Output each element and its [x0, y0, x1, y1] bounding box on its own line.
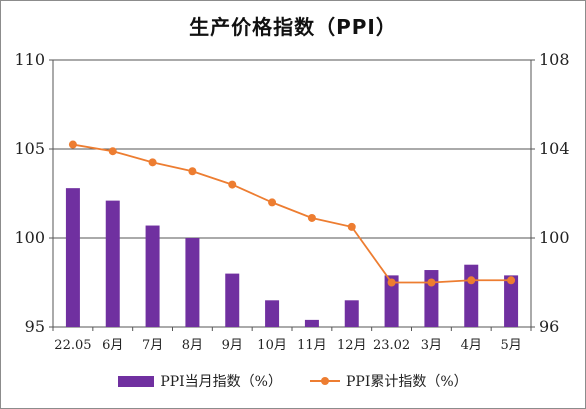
- legend-bar-swatch: [118, 375, 155, 387]
- legend-item-cumulative: PPI累计指数（%）: [310, 371, 468, 391]
- line-point: [188, 167, 197, 176]
- y-left-tick-label: 100: [14, 228, 45, 247]
- bar: [265, 300, 280, 327]
- y-left-tick-label: 105: [14, 139, 45, 158]
- line-point: [307, 213, 316, 222]
- line-point: [467, 276, 476, 285]
- bar: [344, 300, 359, 327]
- x-tick-label: 11月: [297, 338, 327, 353]
- y-left-tick-label: 95: [25, 317, 45, 336]
- chart-title: 生产价格指数（PPI）: [189, 15, 397, 39]
- legend-item-monthly: PPI当月指数（%）: [118, 371, 282, 391]
- x-tick-label: 4月: [461, 338, 482, 353]
- cumulative-line: [72, 143, 512, 284]
- y-right-tick-label: 108: [539, 50, 570, 69]
- line-point: [387, 278, 396, 287]
- x-tick-label: 10月: [257, 338, 287, 353]
- y-right-tick-label: 104: [539, 139, 570, 158]
- line-point: [507, 276, 516, 285]
- line-point: [108, 147, 117, 156]
- line-point: [68, 140, 77, 149]
- legend-label-monthly: PPI当月指数（%）: [160, 374, 282, 390]
- bar: [464, 264, 479, 327]
- line-point: [347, 222, 356, 231]
- legend-line-swatch: [310, 375, 340, 387]
- x-tick-label: 23.02: [373, 338, 410, 353]
- y-left-tick-label: 110: [14, 50, 45, 69]
- bar: [225, 273, 240, 327]
- bar: [384, 275, 399, 327]
- legend-label-cumulative: PPI累计指数（%）: [346, 374, 468, 390]
- x-tick-label: 22.05: [54, 338, 91, 353]
- y-right-tick-label: 96: [539, 317, 559, 336]
- x-tick-label: 3月: [421, 338, 442, 353]
- x-tick-label: 5月: [500, 338, 521, 353]
- y-right-tick-label: 100: [539, 228, 570, 247]
- line-point: [228, 180, 237, 189]
- x-tick-label: 6月: [102, 338, 123, 353]
- line-point: [268, 198, 277, 207]
- bar: [105, 200, 120, 327]
- bar: [185, 238, 200, 327]
- line-point: [427, 278, 436, 287]
- bar: [145, 225, 160, 327]
- x-tick-label: 7月: [142, 338, 163, 353]
- x-tick-label: 9月: [222, 338, 243, 353]
- x-tick-label: 12月: [337, 338, 367, 353]
- plot-area-border: [52, 59, 532, 328]
- x-tick-label: 8月: [182, 338, 203, 353]
- bar: [304, 319, 319, 327]
- bar: [504, 275, 519, 327]
- line-point: [148, 158, 157, 167]
- legend: PPI当月指数（%） PPI累计指数（%）: [1, 371, 585, 391]
- bar: [65, 188, 80, 327]
